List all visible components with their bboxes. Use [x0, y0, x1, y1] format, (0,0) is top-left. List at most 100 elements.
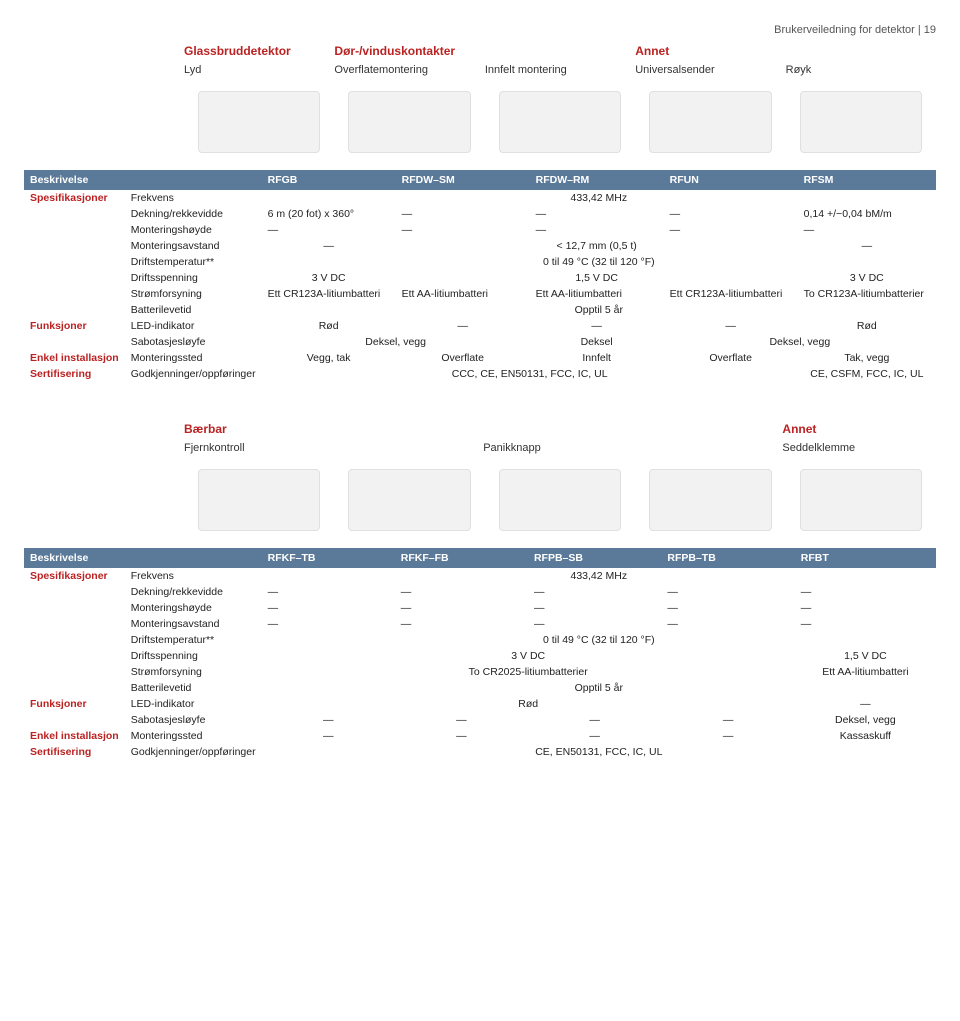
row-key: LED-indikator [125, 318, 262, 334]
row-value: — [262, 616, 395, 632]
row-key: Dekning/rekkevidde [125, 206, 262, 222]
row-value: 0,14 +/−0,04 bM/m [798, 206, 936, 222]
row-value: 1,5 V DC [396, 270, 798, 286]
product-image [786, 91, 936, 153]
table-row: Monteringshøyde————— [24, 600, 936, 616]
product-image-placeholder [800, 469, 922, 531]
product-image-placeholder [499, 469, 621, 531]
row-value: Rød [262, 696, 795, 712]
product-image-placeholder [198, 469, 320, 531]
row-value: — [262, 222, 396, 238]
section-label: Spesifikasjoner [24, 568, 125, 696]
category-label: Bærbar [184, 422, 483, 436]
row-key: Frekvens [125, 190, 262, 206]
table-header-model: RFPB–TB [661, 548, 794, 568]
product-image [485, 91, 635, 153]
row-value: 433,42 MHz [262, 568, 936, 584]
table-row: Enkel installasjonMonteringssted————Kass… [24, 728, 936, 744]
section-label: Sertifisering [24, 744, 125, 760]
product-image-placeholder [348, 469, 470, 531]
row-key: Driftstemperatur** [125, 632, 262, 648]
row-value: Overflate [664, 350, 798, 366]
row-key: Driftsspenning [125, 270, 262, 286]
row-value: — [795, 584, 936, 600]
table-row: FunksjonerLED-indikatorRød— [24, 696, 936, 712]
table-header-model: RFPB–SB [528, 548, 661, 568]
row-value: 0 til 49 °C (32 til 120 °F) [262, 254, 936, 270]
table-row: FunksjonerLED-indikatorRød———Rød [24, 318, 936, 334]
block1-table: BeskrivelseRFGBRFDW–SMRFDW–RMRFUNRFSMSpe… [24, 170, 936, 382]
row-key: Frekvens [125, 568, 262, 584]
row-value: — [664, 206, 798, 222]
row-key: Batterilevetid [125, 680, 262, 696]
category-label: Annet [782, 422, 936, 436]
category-label [485, 44, 635, 58]
table-header-model: RFDW–RM [530, 170, 664, 190]
row-value: Deksel, vegg [795, 712, 936, 728]
row-value: — [530, 318, 664, 334]
row-value: Rød [262, 318, 396, 334]
row-key: Driftsspenning [125, 648, 262, 664]
table-row: Monteringsavstand—< 12,7 mm (0,5 t)— [24, 238, 936, 254]
row-key: Monteringssted [125, 350, 262, 366]
row-value: — [661, 616, 794, 632]
row-value: 3 V DC [798, 270, 936, 286]
row-value: 1,5 V DC [795, 648, 936, 664]
category-label: Lyd [184, 64, 334, 76]
table-row: Driftstemperatur**0 til 49 °C (32 til 12… [24, 632, 936, 648]
row-key: Dekning/rekkevidde [125, 584, 262, 600]
category-label: Dør-/vinduskontakter [334, 44, 484, 58]
row-value: Opptil 5 år [262, 680, 936, 696]
row-value: CE, EN50131, FCC, IC, UL [262, 744, 936, 760]
row-key: Sabotasjesløyfe [125, 334, 262, 350]
row-key: Godkjenninger/oppføringer [125, 366, 262, 382]
product-image [635, 91, 785, 153]
row-value: — [262, 238, 396, 254]
category-label: Overflatemon­tering [334, 64, 484, 76]
product-image-placeholder [800, 91, 922, 153]
product-image [334, 469, 484, 531]
row-value: 0 til 49 °C (32 til 120 °F) [262, 632, 936, 648]
table-row: Sabotasjesløyfe————Deksel, vegg [24, 712, 936, 728]
row-value: — [528, 584, 661, 600]
table-row: SabotasjesløyfeDeksel, veggDekselDeksel,… [24, 334, 936, 350]
product-image [485, 469, 635, 531]
row-value: 433,42 MHz [262, 190, 936, 206]
table-row: SpesifikasjonerFrekvens433,42 MHz [24, 568, 936, 584]
table-header-model: RFKF–TB [262, 548, 395, 568]
row-value: — [395, 728, 528, 744]
row-value: — [661, 728, 794, 744]
row-value: — [661, 712, 794, 728]
table-header-desc: Beskrivelse [24, 170, 262, 190]
row-value: — [528, 616, 661, 632]
row-value: Deksel, vegg [262, 334, 530, 350]
section-label: Enkel installasjon [24, 350, 125, 366]
category-label: Glassbruddetektor [184, 44, 334, 58]
category-label: Fjernkontroll [184, 442, 483, 454]
table-header-model: RFSM [798, 170, 936, 190]
table-row: SertifiseringGodkjenninger/oppføringerCC… [24, 366, 936, 382]
row-value: — [530, 222, 664, 238]
category-label: Innfelt montering [485, 64, 635, 76]
row-key: LED-indikator [125, 696, 262, 712]
row-value: Tak, vegg [798, 350, 936, 366]
row-value: — [664, 222, 798, 238]
row-value: — [262, 600, 395, 616]
row-key: Monteringsavstand [125, 616, 262, 632]
row-value: CCC, CE, EN50131, FCC, IC, UL [262, 366, 798, 382]
row-value: — [262, 728, 395, 744]
row-value: — [395, 616, 528, 632]
table-row: Driftsspenning3 V DC1,5 V DC [24, 648, 936, 664]
table-row: Monteringshøyde————— [24, 222, 936, 238]
row-value: — [795, 696, 936, 712]
section-label: Enkel installasjon [24, 728, 125, 744]
table-header-model: RFUN [664, 170, 798, 190]
table-row: Driftstemperatur**0 til 49 °C (32 til 12… [24, 254, 936, 270]
table-row: BatterilevetidOpptil 5 år [24, 302, 936, 318]
row-value: — [396, 222, 530, 238]
block2-cat-main-row: Bærbar Annet [24, 422, 936, 436]
row-key: Monteringshøyde [125, 222, 262, 238]
page-header: Brukerveiledning for detektor | 19 [24, 24, 936, 36]
block2: BærbarAnnet FjernkontrollPanikknappSedde… [24, 422, 936, 760]
row-value: Vegg, tak [262, 350, 396, 366]
